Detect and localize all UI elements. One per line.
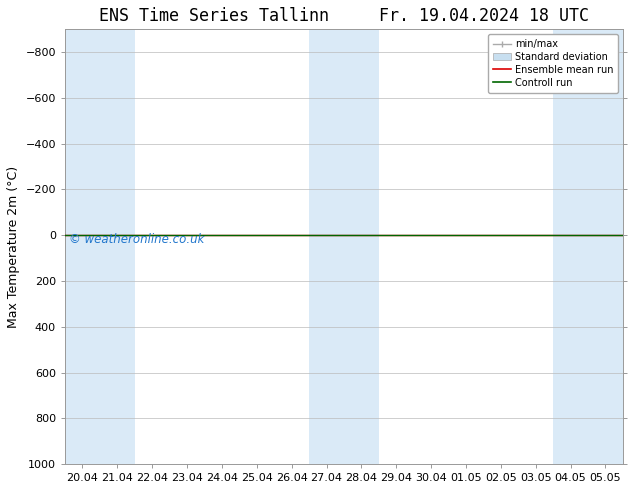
Bar [309, 29, 379, 464]
Legend: min/max, Standard deviation, Ensemble mean run, Controll run: min/max, Standard deviation, Ensemble me… [488, 34, 618, 93]
Title: ENS Time Series Tallinn     Fr. 19.04.2024 18 UTC: ENS Time Series Tallinn Fr. 19.04.2024 1… [99, 7, 589, 25]
Text: © weatheronline.co.uk: © weatheronline.co.uk [68, 233, 204, 246]
Bar [65, 29, 135, 464]
Y-axis label: Max Temperature 2m (°C): Max Temperature 2m (°C) [7, 166, 20, 328]
Bar [553, 29, 623, 464]
